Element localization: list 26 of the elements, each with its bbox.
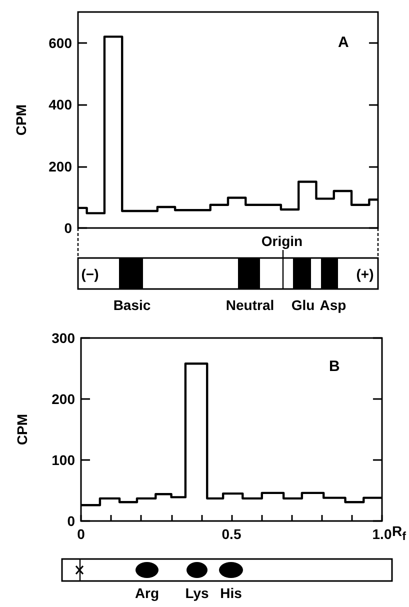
x-tick-label: 0.5: [222, 526, 242, 542]
text: (+): [356, 266, 374, 282]
text: B: [329, 358, 340, 375]
y-tick-label: 0: [64, 220, 72, 236]
y-axis-title: CPM: [14, 414, 30, 446]
text: (−): [81, 266, 99, 282]
x-axis-title: R$_{f}$: [392, 523, 406, 543]
text: Asp: [320, 297, 346, 313]
text: Lys: [185, 585, 209, 601]
y-tick-label: 100: [52, 452, 76, 468]
text: Origin: [261, 233, 303, 249]
y-tick-label: 400: [48, 96, 72, 113]
y-tick-label: 600: [48, 34, 72, 51]
text: Arg: [134, 585, 160, 601]
text: Basic: [113, 297, 151, 313]
text: A: [338, 34, 349, 51]
y-axis-title: CPM: [13, 104, 29, 136]
y-tick-label: 300: [52, 330, 76, 346]
y-tick-label: 0: [67, 513, 76, 529]
y-tick-label: 200: [52, 391, 76, 407]
x-tick-label: 1.0: [372, 526, 392, 542]
text: His: [220, 585, 242, 601]
y-tick-label: 200: [48, 158, 72, 174]
text: Glu: [291, 297, 315, 313]
text: Neutral: [226, 297, 274, 313]
x-tick-label: 0: [77, 526, 86, 542]
